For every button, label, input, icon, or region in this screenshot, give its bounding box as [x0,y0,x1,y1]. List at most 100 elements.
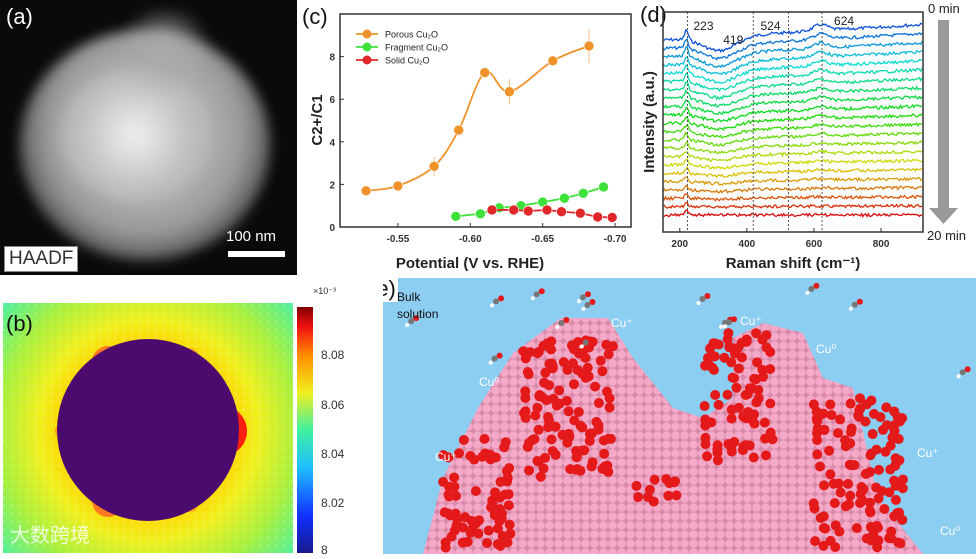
molecule-hydrogen [581,306,586,311]
raman-spectrum [662,122,923,139]
oxygen-atom [740,413,751,424]
oxygen-atom [467,524,478,535]
oxygen-atom [835,414,846,425]
panel-label-c: (c) [302,4,328,29]
molecule-carbon [558,319,565,326]
raman-spectrum [662,201,923,210]
oxygen-atom [750,374,761,385]
oxygen-atom [726,413,737,424]
oxygen-atom [444,491,455,502]
oxygen-atom [500,437,511,448]
oxygen-atom [502,476,513,487]
oxygen-atom [808,498,819,509]
site-label: Cu⁺ [740,314,762,328]
oxygen-atom [561,395,572,406]
watermark-logo: 大数跨境 [10,524,90,547]
molecule-hydrogen [405,323,410,328]
oxygen-atom [808,399,819,410]
x-axis-label: Raman shift (cm⁻¹) [726,255,861,272]
oxygen-atom [520,412,531,423]
molecule-oxygen [587,336,594,343]
oxygen-atom [474,515,485,526]
data-point [360,185,372,197]
oxygen-atom [748,452,759,463]
data-point [450,211,462,222]
oxygen-atom [815,512,826,523]
oxygen-atom [443,452,454,463]
oxygen-atom [550,449,561,460]
raman-spectrum [662,131,923,147]
oxygen-atom [631,480,642,491]
oxygen-atom [648,496,659,507]
colorbar-tick: 8 [321,543,328,554]
oxygen-atom [477,451,488,462]
oxygen-atom [573,406,584,417]
data-point [541,204,553,216]
legend-marker [362,29,372,39]
oxygen-atom [482,538,493,549]
data-point [575,207,586,219]
oxygen-atom [587,457,598,468]
oxygen-atom [875,412,886,423]
colorbar-tick: 8.06 [321,398,345,412]
oxygen-atom [810,536,821,547]
oxygen-atom [710,338,721,349]
oxygen-atom [663,490,674,501]
oxygen-atom [438,476,449,487]
oxygen-atom [633,492,644,503]
oxygen-atom [752,357,763,368]
raman-spectrum [662,40,923,69]
oxygen-atom [524,437,535,448]
oxygen-atom [713,399,724,410]
molecule-hydrogen [956,374,961,379]
oxygen-atom [534,391,545,402]
oxygen-atom [845,490,856,501]
oxygen-atom [861,399,872,410]
oxygen-atom [812,449,823,460]
oxygen-atom [818,540,829,551]
x-axis-label: Potential (V vs. RHE) [396,255,544,272]
oxygen-atom [546,434,557,445]
oxygen-atom [439,507,450,518]
molecule-hydrogen [848,306,853,311]
molecule-oxygen [498,295,505,302]
oxygen-atom [487,498,498,509]
oxygen-atom [532,402,543,413]
oxygen-atom [712,447,723,458]
molecule-carbon [582,339,589,346]
oxygen-atom [860,468,871,479]
solution-label: solution [397,307,439,321]
oxygen-atom [864,505,875,516]
oxygen-atom [595,355,606,366]
oxygen-atom [707,362,718,373]
oxygen-atom [479,433,490,444]
oxygen-atom [729,343,740,354]
oxygen-atom [562,437,573,448]
panel-e-atomic-model: (e) Bulk solution Cu⁺ Cu⁺ Cu⁰ Cu⁰ Cu⁺ Cu… [383,278,976,554]
molecule-oxygen [563,316,570,323]
oxygen-atom [858,484,869,495]
oxygen-atom [538,340,549,351]
molecule-carbon [584,301,591,308]
oxygen-atom [897,483,908,494]
raman-spectrum [662,76,923,101]
oxygen-atom [582,362,593,373]
oxygen-atom [757,334,768,345]
molecule-carbon [493,298,500,305]
oxygen-atom [671,490,682,501]
oxygen-atom [738,441,749,452]
oxygen-atom [759,417,770,428]
oxygen-atom [872,542,883,553]
legend-label: Porous Cu₂O [385,30,438,40]
oxygen-atom [840,501,851,512]
raman-spectrum [662,94,923,116]
molecule-hydrogen [805,290,810,295]
oxygen-atom [572,337,583,348]
site-label: Cu⁺ [611,316,633,330]
oxygen-atom [605,433,616,444]
oxygen-atom [886,533,897,544]
site-label: Cu⁰ [816,342,837,356]
oxygen-atom [710,389,721,400]
data-point [583,40,595,52]
data-point [547,55,559,67]
